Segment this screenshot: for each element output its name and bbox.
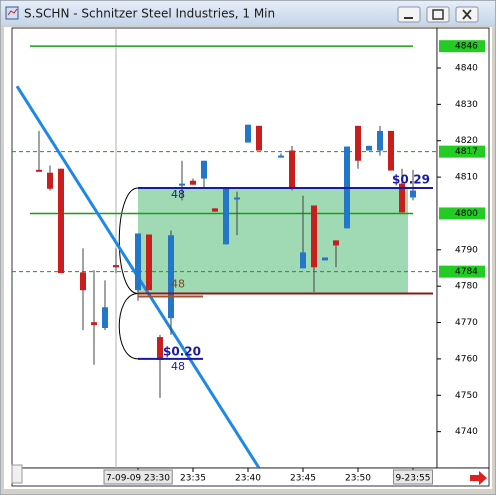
size-label: 48 xyxy=(171,188,185,201)
candle-body xyxy=(157,337,163,360)
plot-layer xyxy=(12,45,437,468)
candle-body xyxy=(256,125,262,151)
y-tick-label: 4760 xyxy=(455,354,478,364)
size-label: 48 xyxy=(171,277,185,290)
candle-body xyxy=(366,145,372,151)
candle-body xyxy=(91,322,97,326)
candle-body xyxy=(300,252,306,269)
level-tag xyxy=(439,145,485,158)
candle-body xyxy=(179,183,185,186)
candle-body xyxy=(113,265,119,268)
candle-body xyxy=(322,257,328,261)
bracket xyxy=(118,292,139,360)
candle-body xyxy=(102,307,108,328)
trade-box xyxy=(138,188,408,294)
level-label: 4800 xyxy=(455,209,478,219)
bracket xyxy=(118,187,139,294)
candle-body xyxy=(223,187,229,245)
x-tick-label: 7-09-09 23:30 xyxy=(106,474,170,484)
scroll-right-arrow[interactable] xyxy=(470,471,487,485)
window-title: S.SCHN - Schnitzer Steel Industries, 1 M… xyxy=(24,7,275,21)
candle-body xyxy=(377,130,383,151)
stop-order-label: $0.20 xyxy=(163,344,201,358)
app-icon-glyph xyxy=(7,8,18,16)
level-label: 4784 xyxy=(455,267,478,277)
y-tick-label: 4840 xyxy=(455,64,478,74)
candle-body xyxy=(388,130,394,171)
target-label: $0.29 xyxy=(392,173,430,187)
candle-body xyxy=(201,160,207,179)
level-tag xyxy=(439,207,485,220)
x-tick-label: 23:45 xyxy=(290,474,316,484)
y-tick-label: 4770 xyxy=(455,318,478,328)
scroll-handle[interactable] xyxy=(11,464,23,484)
x-tick-label: 9-23:55 xyxy=(396,474,431,484)
y-tick-label: 4750 xyxy=(455,391,478,401)
window-buttons[interactable] xyxy=(397,6,479,23)
candle-body xyxy=(80,272,86,291)
candle-body xyxy=(168,235,174,319)
y-tick-label: 4780 xyxy=(455,282,478,292)
candle-body xyxy=(234,197,240,200)
candle-body xyxy=(36,169,42,172)
candle-body xyxy=(58,168,64,274)
candle-body xyxy=(399,183,405,213)
x-tick-label: 23:40 xyxy=(235,474,261,484)
minimize-button[interactable] xyxy=(397,6,421,23)
x-tick-highlight xyxy=(103,469,173,485)
candle-body xyxy=(410,190,416,198)
y-tick-label: 4790 xyxy=(455,245,478,255)
y-tick-label: 4830 xyxy=(455,100,478,110)
overlay-layer: 4740 4750 4760 4770 4780 4790 4810 4820 4830 4840… xyxy=(103,40,485,485)
candle-body xyxy=(190,180,196,185)
close-glyph xyxy=(462,9,472,20)
candle-body xyxy=(146,234,152,291)
candle-body xyxy=(278,155,284,158)
x-tick-label: 23:35 xyxy=(180,474,206,484)
candle-body xyxy=(311,205,317,268)
x-tick-label: 23:50 xyxy=(345,474,371,484)
size-label: 48 xyxy=(171,360,185,373)
candle-body xyxy=(355,125,361,161)
y-tick-label: 4820 xyxy=(455,136,478,146)
y-tick-label: 4810 xyxy=(455,173,478,183)
y-tick-label: 4740 xyxy=(455,427,478,437)
candle-body xyxy=(333,240,339,246)
candle-body xyxy=(245,124,251,143)
app-icon xyxy=(5,6,19,20)
x-tick-highlight xyxy=(393,469,433,485)
candle-body xyxy=(289,150,295,189)
level-label: 4817 xyxy=(455,147,478,157)
candle-body xyxy=(135,233,141,291)
candle-body xyxy=(47,172,53,189)
level-tag xyxy=(439,265,485,278)
level-label: 4846 xyxy=(455,42,478,52)
level-tag xyxy=(439,40,485,53)
candle-body xyxy=(212,208,218,212)
maximize-glyph xyxy=(432,9,444,20)
